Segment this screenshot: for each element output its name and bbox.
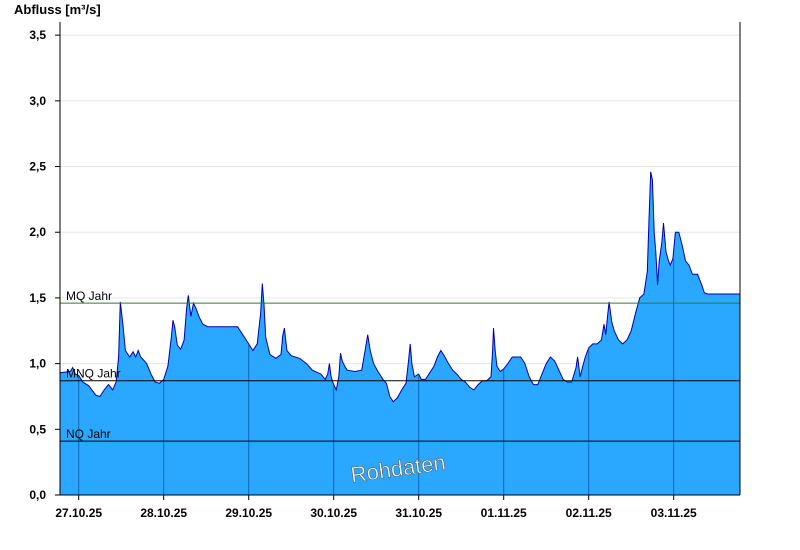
- axes: [55, 22, 741, 500]
- y-tick-labels: 0,0 0,5 1,0 1,5 2,0 2,5 3,0 3,5: [29, 28, 46, 502]
- x-tick-label: 27.10.25: [55, 506, 102, 520]
- x-tick-labels: 27.10.25 28.10.25 29.10.25 30.10.25 31.10.25…: [55, 506, 697, 520]
- series-line: [59, 171, 740, 403]
- x-tick-label: 30.10.25: [310, 506, 357, 520]
- y-tick-label: 3,5: [29, 28, 46, 42]
- chart-title: Abfluss [m³/s]: [14, 2, 101, 17]
- x-tick-label: 29.10.25: [225, 506, 272, 520]
- reference-line-label: MQ Jahr: [66, 289, 112, 303]
- y-tick-label: 0,5: [29, 422, 46, 436]
- x-tick-label: 01.11.25: [481, 506, 527, 520]
- series-area: [60, 171, 740, 496]
- y-tick-label: 3,0: [29, 94, 46, 108]
- reference-lines: MQ Jahr MNQ Jahr NQ Jahr: [60, 289, 740, 442]
- x-tick-label: 28.10.25: [140, 506, 187, 520]
- y-tick-label: 1,5: [29, 291, 46, 305]
- y-tick-label: 0,0: [29, 488, 46, 502]
- reference-line-label: NQ Jahr: [66, 427, 111, 441]
- x-tick-label: 02.11.25: [566, 506, 612, 520]
- data-area: [59, 171, 740, 496]
- x-tick-label: 31.10.25: [395, 506, 442, 520]
- x-tick-label: 03.11.25: [651, 506, 697, 520]
- reference-line-label: MNQ Jahr: [66, 367, 121, 381]
- day-separators: [78, 258, 675, 495]
- y-tick-label: 1,0: [29, 357, 46, 371]
- y-tick-label: 2,5: [29, 160, 46, 174]
- y-tick-label: 2,0: [29, 225, 46, 239]
